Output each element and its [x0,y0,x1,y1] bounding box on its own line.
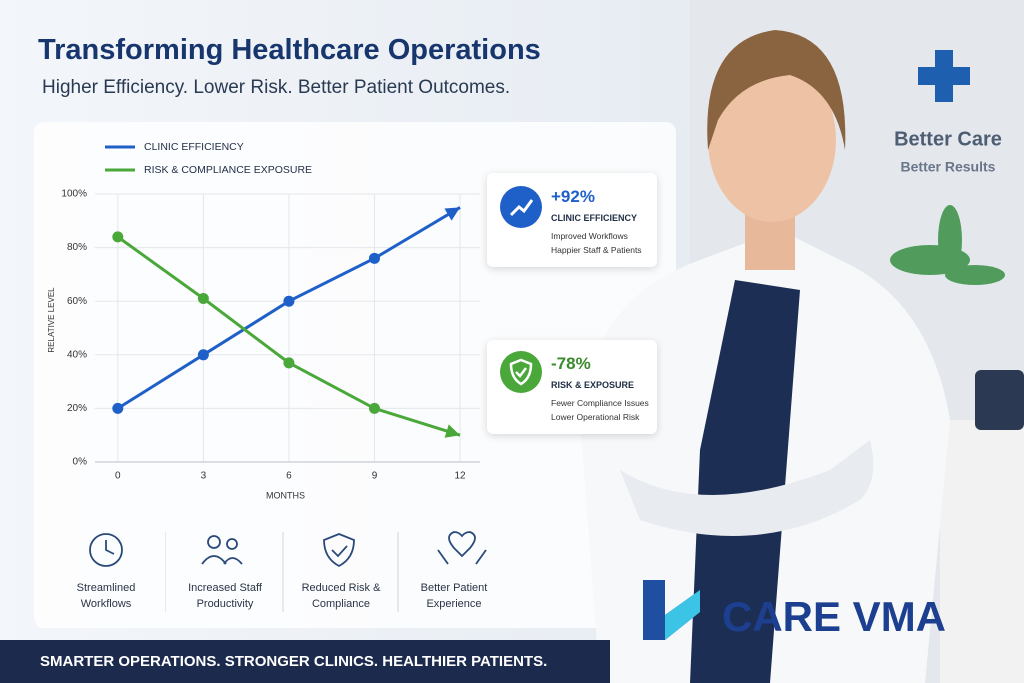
y-axis-label: RELATIVE LEVEL [47,287,56,353]
crossed-arms [620,440,874,536]
feature-label: Better Patient Experience [420,582,488,610]
subtitle: Higher Efficiency. Lower Risk. Better Pa… [42,77,511,98]
legend-label: CLINIC EFFICIENCY [144,141,244,153]
footer-text: SMARTER OPERATIONS. STRONGER CLINICS. HE… [40,653,547,670]
x-tick-label: 0 [115,471,121,482]
data-point [112,402,124,414]
feature-label: Increased Staff Productivity [188,582,262,610]
feature-icons [89,531,487,568]
sign-text: Better Results [901,159,996,175]
legend-label: RISK & COMPLIANCE EXPOSURE [144,164,312,176]
chair [975,370,1024,430]
callout-line: Fewer Compliance Issues [551,398,649,408]
y-tick-label: 20% [67,403,87,414]
sign-text: Better Care [894,128,1002,150]
y-tick-label: 80% [67,242,87,253]
data-point [368,402,380,414]
feature-label: Reduced Risk & Compliance [301,582,381,610]
callout-icon [500,186,542,228]
arrow-head [444,207,461,221]
y-tick-label: 100% [61,189,87,200]
hair [707,30,846,150]
callout-line: Improved Workflows [551,231,628,241]
callout-line: Happier Staff & Patients [551,245,642,255]
x-tick-label: 9 [372,471,378,482]
data-point [283,295,295,307]
data-point [283,357,295,369]
y-tick-label: 0% [73,457,88,468]
callout-value: -78% [551,354,591,373]
scrubs [690,280,800,683]
data-point [112,231,124,243]
data-point [197,349,209,361]
callout-value: +92% [551,187,595,206]
brand-logo [665,590,700,640]
reception-desk [940,420,1024,683]
x-axis-label: MONTHS [266,490,305,500]
feature-label: Streamlined Workflows [76,582,136,610]
callout-title: CLINIC EFFICIENCY [551,213,638,223]
x-tick-label: 6 [286,471,292,482]
feature-dividers [165,532,399,612]
y-tick-label: 60% [67,296,87,307]
callout: -78% RISK & EXPOSURE Fewer Compliance Is… [487,340,657,434]
title: Transforming Healthcare Operations [38,34,541,66]
face [708,58,836,222]
plant [890,205,1005,285]
callout-title: RISK & EXPOSURE [551,380,635,390]
x-tick-label: 3 [201,471,207,482]
sign-cross [918,50,970,102]
callout-icon [500,351,542,393]
footer-bar [0,640,610,683]
arrow-head [444,424,461,438]
y-tick-label: 40% [67,349,87,360]
brand-logo [643,580,700,640]
callout-line: Lower Operational Risk [551,412,640,422]
brand-name: CARE VMA [722,593,946,640]
data-point [197,293,209,305]
data-point [368,252,380,264]
line-chart: 0% 20% 40% 60% 80% 100% 0 3 6 9 12 MONTHS RELATIVE L… [47,141,480,500]
callout: +92% CLINIC EFFICIENCY Improved Workflow… [487,173,657,267]
x-tick-label: 12 [454,471,466,482]
